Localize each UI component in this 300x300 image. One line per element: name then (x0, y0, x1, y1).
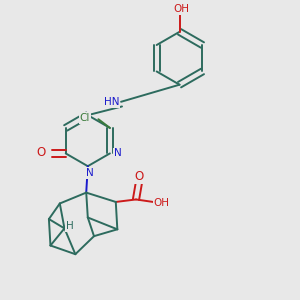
Text: O: O (37, 146, 46, 159)
Text: N: N (86, 168, 94, 178)
Text: OH: OH (173, 4, 189, 14)
Text: H: H (66, 221, 74, 231)
Text: O: O (134, 169, 144, 183)
Text: N: N (114, 148, 122, 158)
Text: Cl: Cl (80, 113, 90, 123)
Text: HN: HN (104, 97, 119, 107)
Text: OH: OH (154, 198, 169, 208)
